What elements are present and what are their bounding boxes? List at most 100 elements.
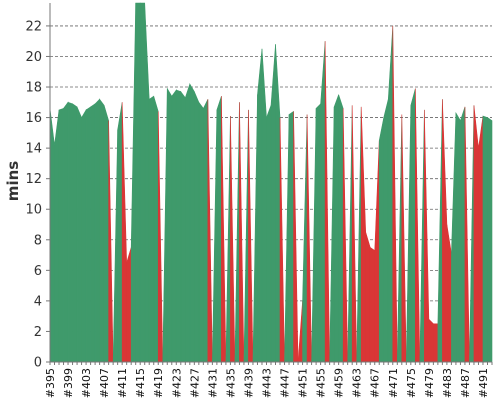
y-tick-label: 18: [25, 81, 42, 96]
area-segment-#482: [437, 99, 443, 363]
x-tick-label: #411: [116, 368, 129, 398]
area-segment-#470: [383, 99, 389, 363]
area-segment-#413: [126, 247, 132, 363]
area-segment-#447: [279, 117, 285, 363]
area-segment-#491: [478, 116, 484, 363]
area-segment-#455: [315, 103, 321, 363]
x-tick-label: #443: [260, 368, 273, 398]
area-segment-#468: [374, 140, 380, 363]
area-segment-#459: [333, 94, 339, 363]
x-tick-label: #491: [477, 368, 490, 398]
area-segment-#423: [171, 89, 177, 363]
area-segment-#448: [284, 114, 290, 363]
y-tick-label: 20: [25, 50, 42, 65]
y-tick-label: 0: [34, 356, 42, 371]
area-segment-#434: [221, 96, 227, 363]
area-segment-#397: [54, 109, 60, 363]
area-segment-#471: [387, 25, 394, 363]
area-segment-#446: [275, 44, 281, 363]
area-segment-#426: [185, 83, 191, 363]
area-segment-#492: [482, 115, 488, 363]
area-segment-#493: [487, 117, 493, 363]
y-tick-label: 8: [34, 233, 42, 248]
x-tick-labels: #395 #399 #403 #407 #411 #415 #419 #423 #427 #431…: [44, 368, 490, 398]
area-segment-#419: [153, 96, 159, 363]
area-segment-#422: [166, 87, 173, 363]
area-segment-#475: [406, 105, 412, 363]
area-segment-#486: [455, 111, 461, 363]
area-segment-#427: [189, 82, 195, 363]
area-segment-#452: [302, 114, 308, 363]
area-segment-#412: [121, 102, 127, 363]
x-tick-label: #447: [279, 368, 292, 398]
area-segment-#418: [148, 95, 155, 363]
area-segment-#402: [76, 106, 82, 363]
area-segment-#465: [360, 106, 367, 363]
area-segment-#487: [460, 106, 466, 363]
area-segment-#454: [311, 108, 317, 363]
y-tick-label: 14: [25, 142, 42, 157]
x-tick-label: #467: [369, 368, 382, 398]
x-tick-label: #475: [405, 368, 418, 398]
axis-layer: [46, 3, 493, 365]
area-segment-#425: [180, 90, 186, 363]
area-segment-#410: [112, 129, 118, 363]
area-segment-#404: [85, 106, 91, 363]
area-segment-#466: [365, 232, 371, 363]
x-tick-label: #455: [315, 368, 328, 398]
area-segment-#481: [433, 323, 439, 363]
area-segment-#457: [324, 41, 330, 363]
area-segment-#433: [216, 96, 222, 363]
area-segment-#460: [338, 94, 344, 363]
area-segment-#489: [469, 105, 475, 363]
x-tick-label: #487: [459, 368, 472, 398]
area-segment-#488: [464, 106, 470, 363]
x-tick-label: #483: [441, 368, 454, 398]
y-tick-label: 4: [34, 294, 42, 309]
y-tick-label: 12: [25, 172, 42, 187]
x-tick-label: #407: [98, 368, 111, 398]
x-tick-label: #427: [188, 368, 201, 398]
y-tick-label: 22: [25, 19, 42, 34]
area-segment-#428: [194, 91, 200, 363]
area-segment-#429: [198, 101, 204, 363]
area-segment-#476: [410, 88, 416, 363]
x-tick-label: #459: [333, 368, 346, 398]
area-segment-#469: [378, 117, 385, 363]
x-tick-label: #479: [423, 368, 436, 398]
x-tick-label: #395: [44, 368, 57, 398]
y-tick-label: 10: [25, 203, 42, 218]
area-segment-#485: [451, 112, 457, 363]
area-segment-#480: [428, 318, 434, 363]
area-segment-#461: [342, 108, 348, 363]
x-tick-label: #435: [224, 368, 237, 398]
area-segment-#436: [230, 116, 236, 363]
area-segment-#407: [99, 98, 105, 363]
area-segment-#450: [293, 111, 299, 363]
area-segment-#435: [225, 116, 231, 363]
area-segment-#451: [297, 300, 303, 363]
area-segment-#424: [175, 89, 182, 363]
area-segment-#443: [261, 48, 267, 363]
x-tick-label: #419: [152, 368, 165, 398]
y-tick-label: 6: [34, 264, 42, 279]
area-segment-#421: [162, 88, 168, 363]
area-segment-#464: [356, 106, 362, 363]
area-segment-#456: [320, 41, 326, 363]
area-layer: [49, 2, 493, 363]
area-segment-#462: [347, 105, 353, 363]
x-tick-label: #471: [387, 368, 400, 398]
area-segment-#406: [94, 98, 100, 363]
area-segment-#474: [401, 114, 407, 363]
area-segment-#398: [58, 107, 64, 363]
area-segment-#399: [63, 101, 69, 363]
x-tick-label: #423: [170, 368, 183, 398]
area-segment-#420: [157, 111, 164, 363]
area-segment-#430: [203, 99, 209, 363]
x-tick-label: #463: [351, 368, 364, 398]
area-segment-#432: [212, 109, 218, 363]
area-segment-#449: [288, 110, 294, 363]
x-tick-label: #399: [62, 368, 75, 398]
